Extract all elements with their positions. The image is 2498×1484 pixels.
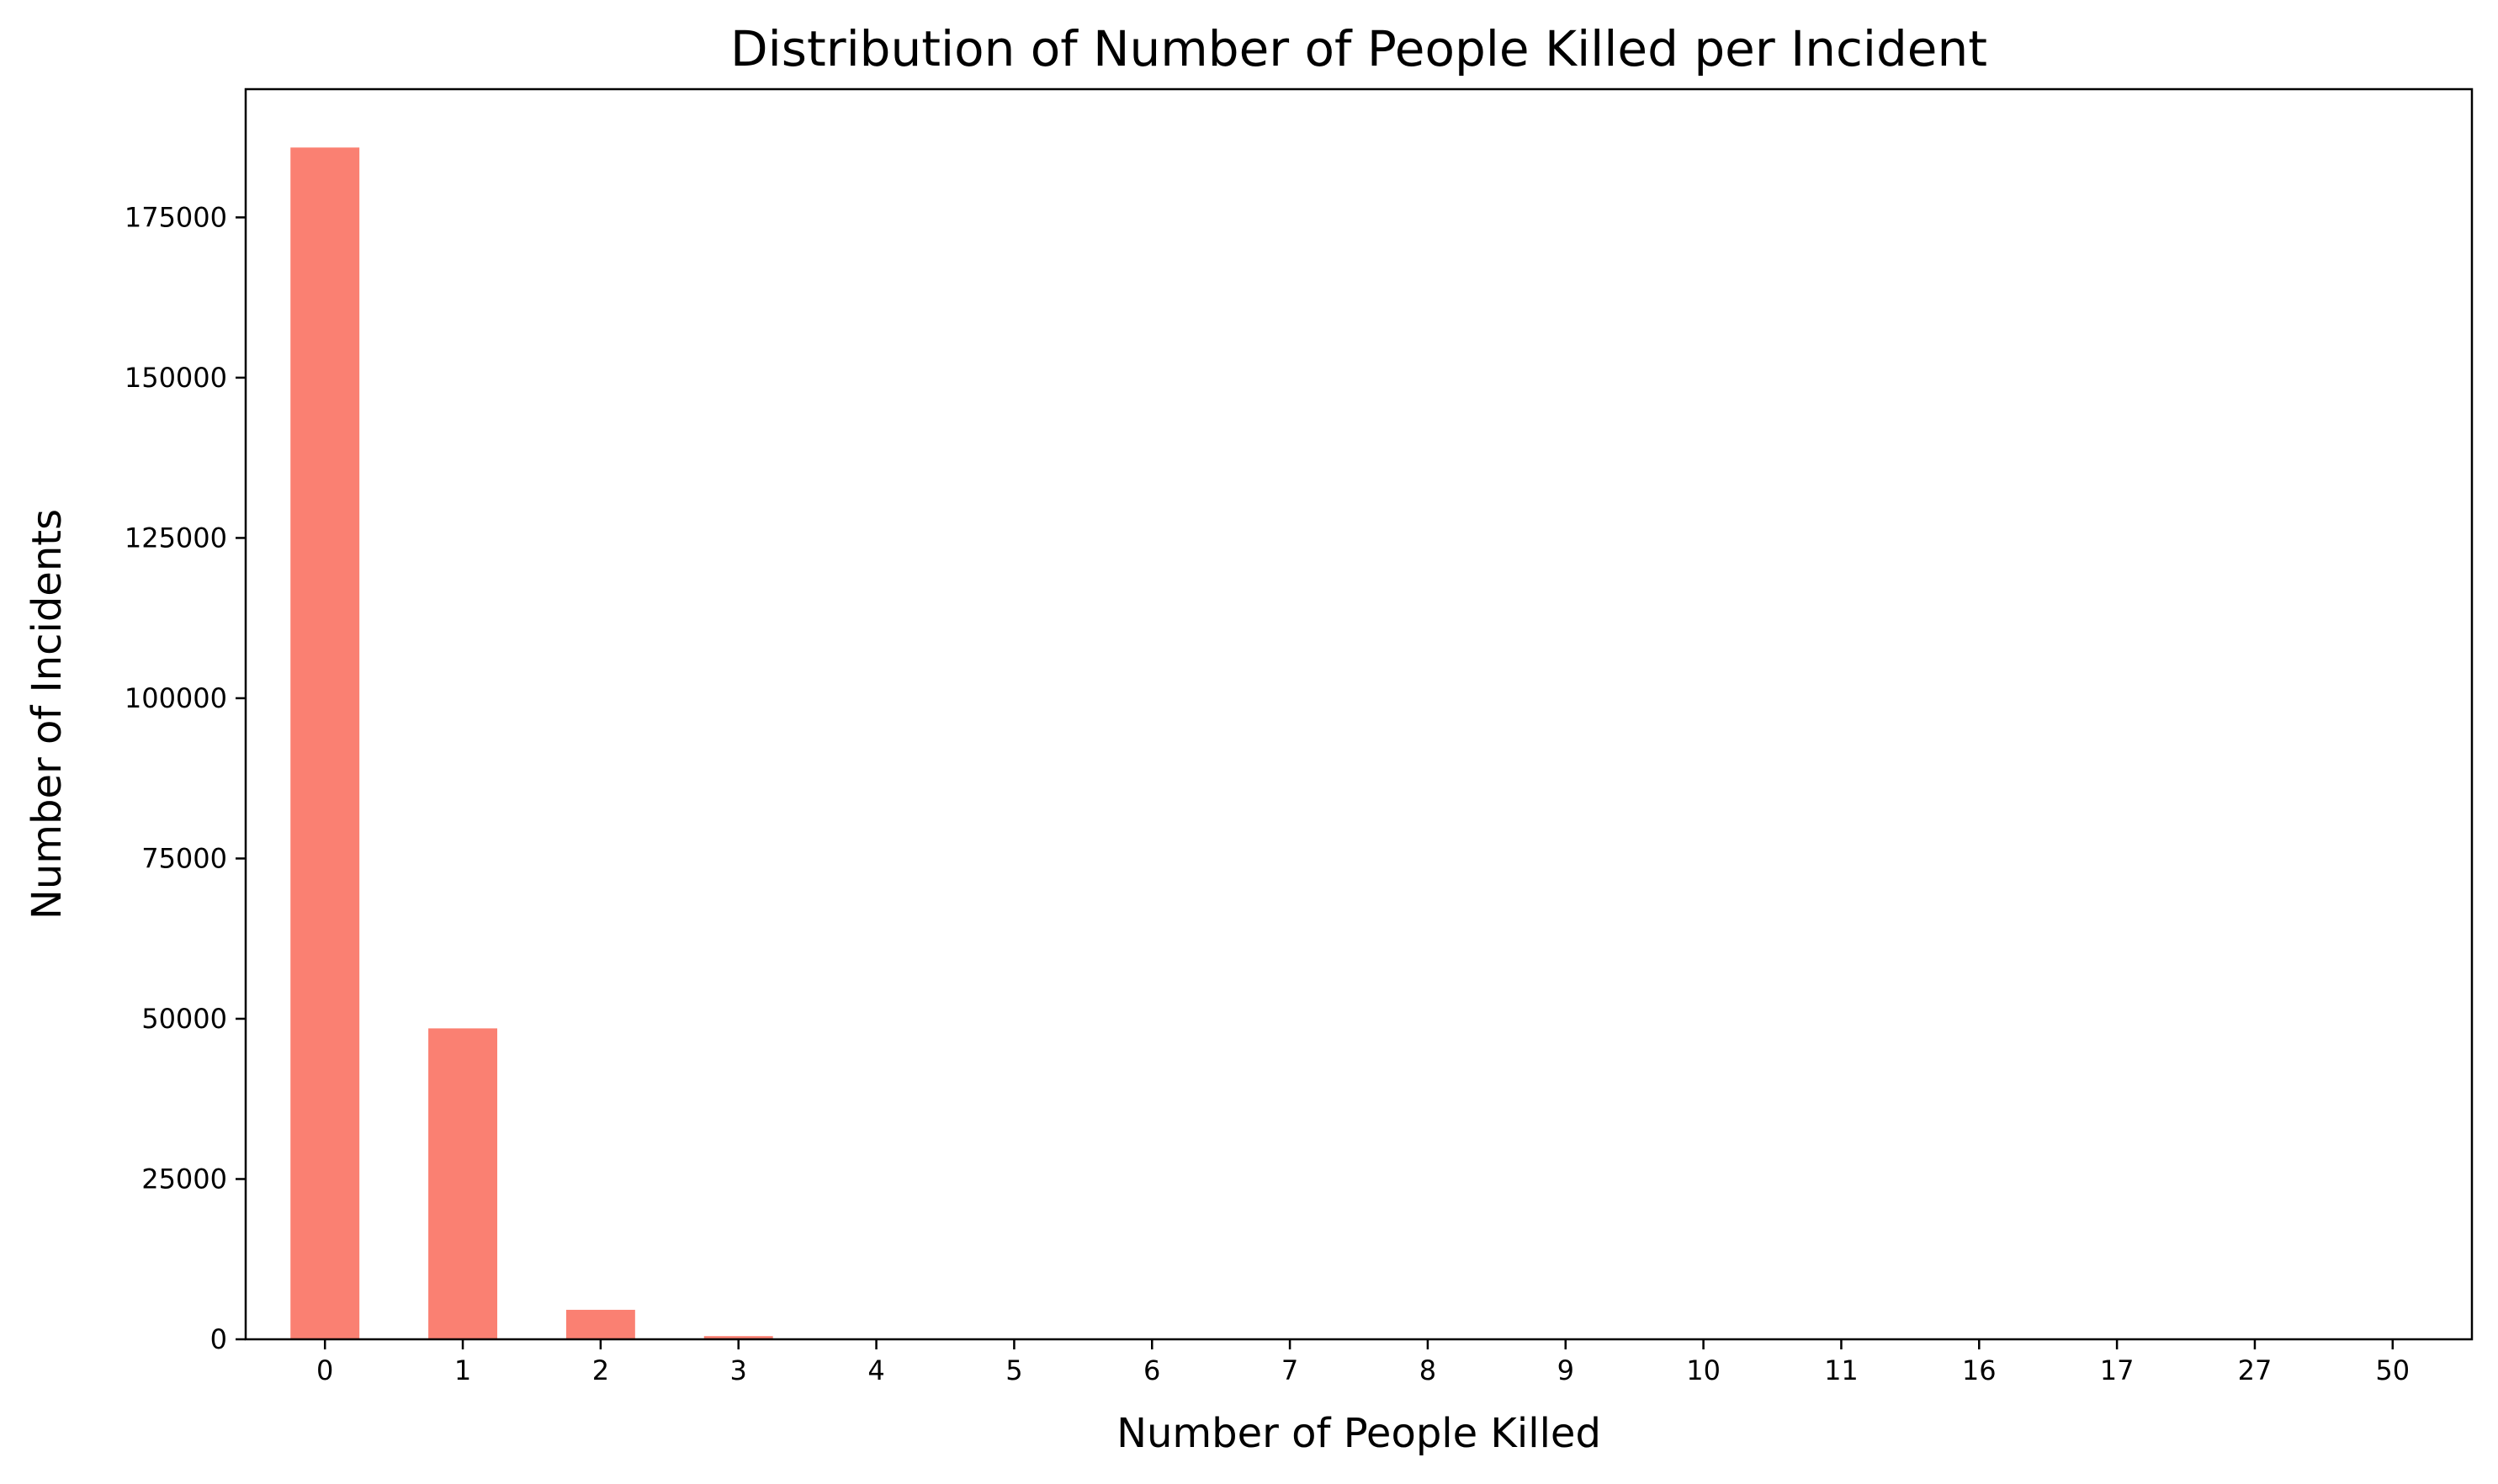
y-axis-ticks: 0 25000 50000 75000 100000 125000 150000 175000 [125, 201, 246, 1355]
bar-1 [428, 1028, 498, 1339]
x-tick-label: 17 [2100, 1354, 2135, 1386]
x-tick-label: 27 [2238, 1354, 2273, 1386]
x-tick-label: 5 [1005, 1354, 1022, 1386]
x-tick-label: 9 [1557, 1354, 1574, 1386]
x-tick-label: 1 [454, 1354, 471, 1386]
x-tick-label: 8 [1419, 1354, 1436, 1386]
x-tick-label: 2 [592, 1354, 609, 1386]
x-axis-ticks: 0 1 2 3 4 5 6 7 8 9 10 11 16 17 27 50 [316, 1339, 2410, 1386]
bar-3 [703, 1336, 773, 1339]
y-tick-label: 150000 [125, 362, 227, 394]
y-tick-label: 25000 [141, 1163, 227, 1195]
plot-frame [244, 87, 2474, 1341]
x-tick-label: 7 [1281, 1354, 1298, 1386]
x-tick-label: 0 [316, 1354, 333, 1386]
x-tick-label: 3 [730, 1354, 747, 1386]
x-tick-label: 10 [1686, 1354, 1721, 1386]
bars-group [290, 147, 2427, 1339]
bar-0 [290, 147, 360, 1339]
y-tick-label: 75000 [141, 842, 227, 874]
y-tick-label: 50000 [141, 1003, 227, 1035]
x-tick-label: 4 [867, 1354, 884, 1386]
y-tick-label: 125000 [125, 522, 227, 554]
y-tick-label: 100000 [125, 682, 227, 714]
y-tick-label: 0 [210, 1323, 227, 1355]
x-tick-label: 50 [2375, 1354, 2410, 1386]
y-tick-label: 175000 [125, 201, 227, 233]
bar-2 [565, 1309, 635, 1339]
y-axis-title: Number of Incidents [24, 509, 71, 920]
x-tick-label: 16 [1962, 1354, 1997, 1386]
x-tick-label: 6 [1143, 1354, 1160, 1386]
chart-title: Distribution of Number of People Killed … [730, 20, 1987, 77]
x-axis-title: Number of People Killed [1116, 1410, 1601, 1457]
x-tick-label: 11 [1824, 1354, 1859, 1386]
